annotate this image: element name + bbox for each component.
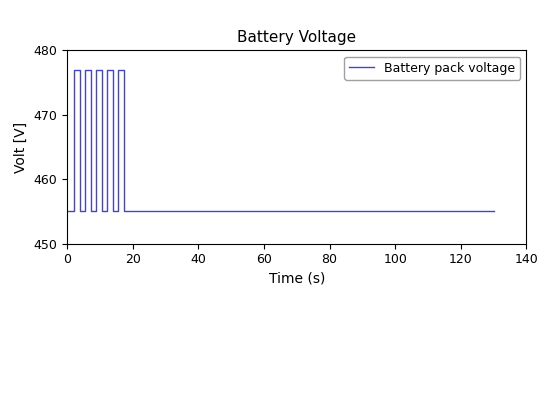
Battery pack voltage <box>99 209 105 214</box>
Battery pack voltage <box>82 209 88 214</box>
Title: Battery Voltage: Battery Voltage <box>237 30 356 45</box>
Battery pack voltage <box>76 67 83 72</box>
Battery pack voltage <box>104 67 110 72</box>
Battery pack voltage <box>64 209 71 214</box>
Line: Battery pack voltage: Battery pack voltage <box>67 70 493 211</box>
Battery pack voltage <box>115 67 122 72</box>
Battery pack voltage <box>99 67 105 72</box>
X-axis label: Time (s): Time (s) <box>269 272 325 286</box>
Battery pack voltage <box>82 67 88 72</box>
Legend: Battery pack voltage: Battery pack voltage <box>344 57 520 80</box>
Battery pack voltage <box>115 209 122 214</box>
Battery pack voltage <box>87 209 94 214</box>
Battery pack voltage <box>71 209 77 214</box>
Battery pack voltage <box>129 209 136 214</box>
Battery pack voltage <box>121 67 128 72</box>
Battery pack voltage <box>121 209 128 214</box>
Battery pack voltage <box>71 67 77 72</box>
Battery pack voltage <box>76 209 83 214</box>
Battery pack voltage <box>87 67 94 72</box>
Battery pack voltage <box>104 209 110 214</box>
Battery pack voltage <box>110 67 116 72</box>
Y-axis label: Volt [V]: Volt [V] <box>14 121 28 173</box>
Battery pack voltage <box>110 209 116 214</box>
Battery pack voltage <box>93 67 100 72</box>
Battery pack voltage <box>490 209 497 214</box>
Battery pack voltage <box>93 209 100 214</box>
